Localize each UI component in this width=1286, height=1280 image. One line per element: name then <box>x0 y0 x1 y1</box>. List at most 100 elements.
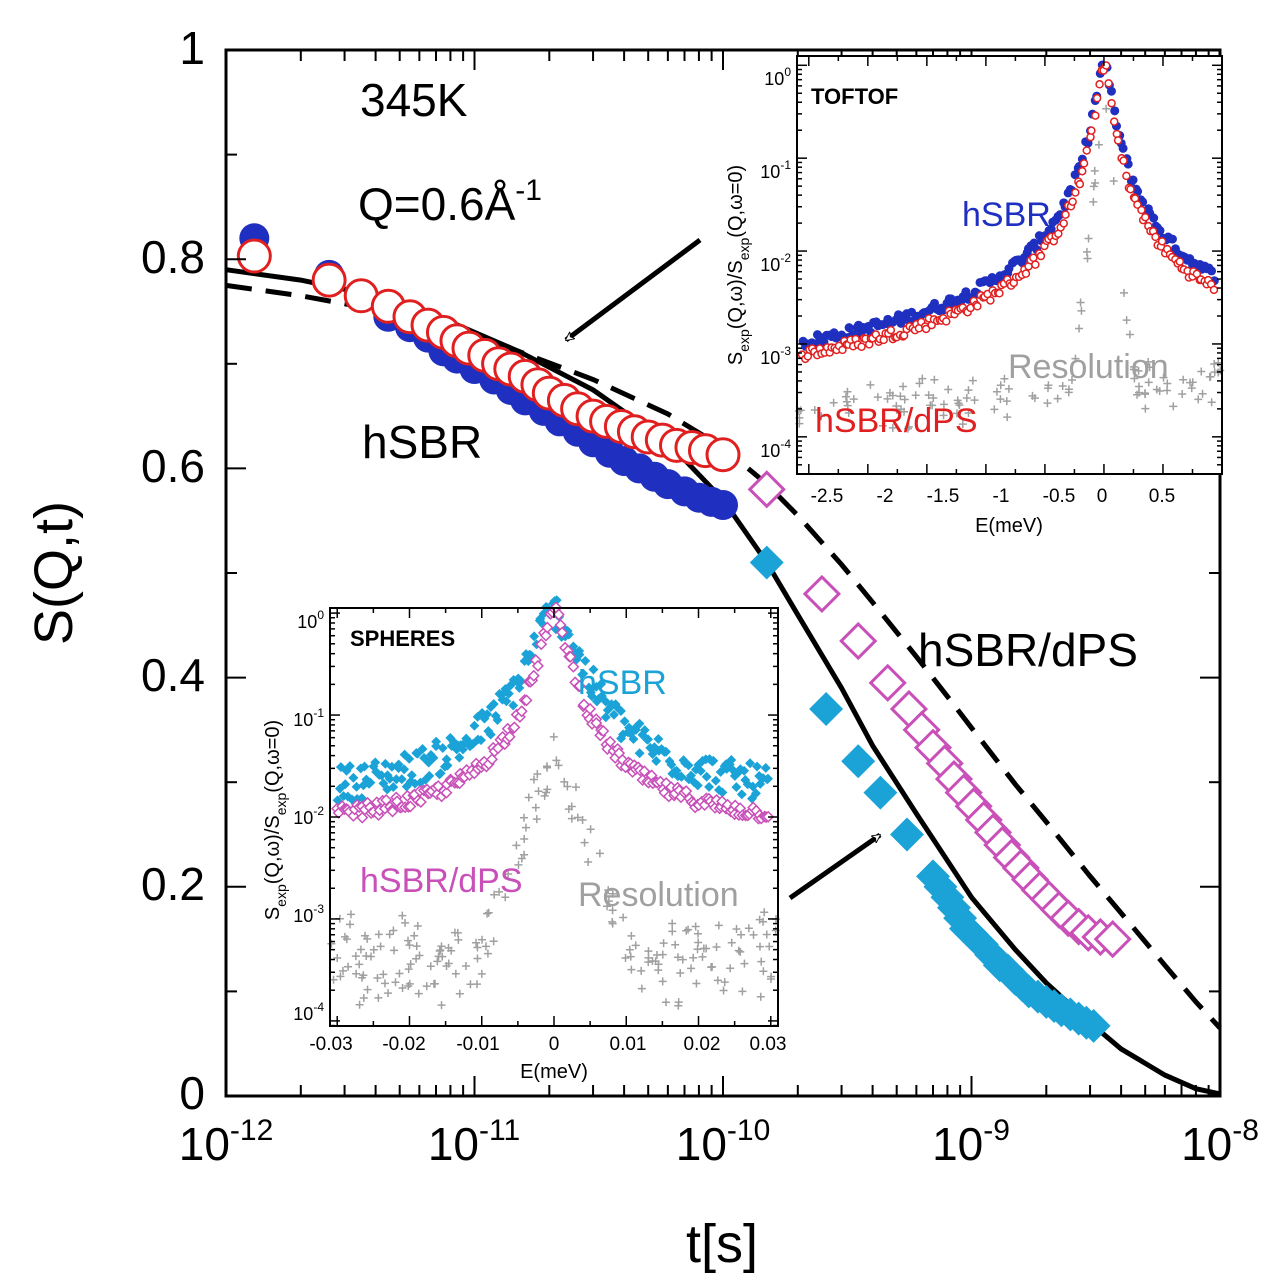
hsbr-dps-data-point <box>491 742 505 755</box>
resolution-point <box>661 998 670 1007</box>
hsbr-dps-data-point <box>520 694 533 707</box>
resolution-point <box>621 953 630 962</box>
resolution-point <box>749 930 758 939</box>
resolution-point <box>1210 359 1219 368</box>
y-tick-label: 10-2 <box>760 251 791 275</box>
hsbr-dps-data-point <box>508 721 521 734</box>
resolution-point <box>1071 354 1080 363</box>
resolution-point <box>398 911 407 920</box>
hsbr-data-point <box>370 757 381 768</box>
x-axis-label: E(meV) <box>520 1061 588 1083</box>
resolution-point <box>360 931 369 940</box>
hsbr-data-point <box>686 770 697 781</box>
hsbr-data-point <box>634 748 645 759</box>
resolution-point <box>363 985 372 994</box>
main-series-layer <box>225 223 1222 1097</box>
data-point-hsbr-dps-spheres <box>839 621 878 661</box>
resolution-point <box>736 930 745 939</box>
resolution-point <box>1186 378 1195 387</box>
data-point-hsbr-dps-spheres <box>802 574 841 614</box>
hsbr-data-point <box>406 770 417 781</box>
resolution-point <box>1141 390 1150 399</box>
main-ticks <box>225 49 1221 1097</box>
spheres-ticks <box>330 608 778 1027</box>
resolution-point <box>755 942 764 951</box>
resolution-point <box>651 957 660 966</box>
hsbr-dps-data-point <box>1021 269 1031 278</box>
resolution-point <box>644 947 653 956</box>
hsbr-data-point <box>747 781 758 792</box>
y-tick-label: 100 <box>297 608 324 632</box>
data-point-hsbr-spheres <box>841 744 876 779</box>
resolution-point <box>608 906 617 915</box>
resolution-point <box>534 787 543 796</box>
resolution-point <box>1130 374 1139 383</box>
resolution-point <box>483 949 492 958</box>
y-axis-label: S(Q,t) <box>24 501 84 645</box>
hsbr-data-point <box>1149 213 1159 223</box>
resolution-point <box>668 927 677 936</box>
x-tick-label: 0.5 <box>1149 486 1175 507</box>
hsbr-data-point <box>651 756 662 766</box>
resolution-point <box>810 405 819 414</box>
hsbr-data-point <box>516 676 527 687</box>
hsbr-data-point <box>701 771 712 782</box>
x-tick-label: 0 <box>549 1034 560 1055</box>
hsbr-data-point <box>359 761 370 772</box>
x-tick-label: -2 <box>877 486 894 507</box>
hsbr-dps-data-point <box>986 296 995 305</box>
resolution-point <box>603 902 612 911</box>
resolution-point <box>346 910 355 919</box>
resolution-point <box>608 919 617 928</box>
spheres-inset: SPHERES -0.03 -0.02 -0.01 0 0.01 0.02 0.… <box>262 595 786 1083</box>
resolution-point <box>604 886 613 895</box>
resolution-point <box>1159 373 1168 382</box>
hsbr-data-point <box>437 743 448 754</box>
resolution-point <box>734 946 743 955</box>
hsbr-data-point <box>661 746 671 757</box>
resolution-point <box>604 897 613 906</box>
resolution-point <box>958 420 967 429</box>
resolution-point <box>990 405 999 414</box>
resolution-point <box>355 1000 364 1009</box>
hsbr-data-point <box>616 706 626 716</box>
resolution-point <box>843 401 852 410</box>
hsbr-data-point <box>596 678 607 689</box>
spheres-hsbr-label: hSBR <box>578 664 667 702</box>
toftof-title: TOFTOF <box>811 84 898 109</box>
hsbr-data-point <box>619 716 630 727</box>
hsbr-data-point <box>469 720 480 731</box>
resolution-point <box>626 952 635 961</box>
data-point-hsbr-dps-spheres <box>868 663 907 702</box>
resolution-point <box>1122 316 1131 325</box>
x-tick-label: -0.02 <box>382 1034 425 1055</box>
hsbr-dps-data-point <box>564 650 577 663</box>
hsbr-dps-data-point <box>1059 219 1069 228</box>
hsbr-data-point <box>435 768 446 779</box>
hsbr-dps-data-point <box>1157 237 1167 246</box>
hsbr-dps-data-point <box>1104 79 1113 88</box>
resolution-point <box>437 942 446 951</box>
resolution-point <box>674 1001 683 1010</box>
hsbr-dps-data-point <box>541 621 554 634</box>
hsbr-dps-data-point <box>886 325 896 335</box>
resolution-point <box>376 942 385 951</box>
resolution-point <box>885 388 894 397</box>
x-tick-label: 0.01 <box>610 1034 647 1055</box>
resolution-point <box>1214 358 1223 367</box>
hsbr-data-point <box>485 729 496 740</box>
resolution-point <box>817 412 826 421</box>
resolution-point <box>435 946 444 955</box>
hsbr-dps-data-point <box>1061 210 1070 219</box>
resolution-point <box>684 925 693 934</box>
hsbr-dps-data-point <box>638 765 651 778</box>
resolution-point <box>911 391 920 400</box>
hsbr-dps-data-point <box>1079 159 1089 168</box>
resolution-point <box>756 992 765 1001</box>
resolution-point <box>395 969 404 978</box>
resolution-point <box>915 379 924 388</box>
resolution-point <box>481 942 490 951</box>
resolution-point <box>543 763 552 772</box>
hsbr-data-point <box>1110 106 1120 116</box>
hsbr-data-point <box>551 595 562 606</box>
